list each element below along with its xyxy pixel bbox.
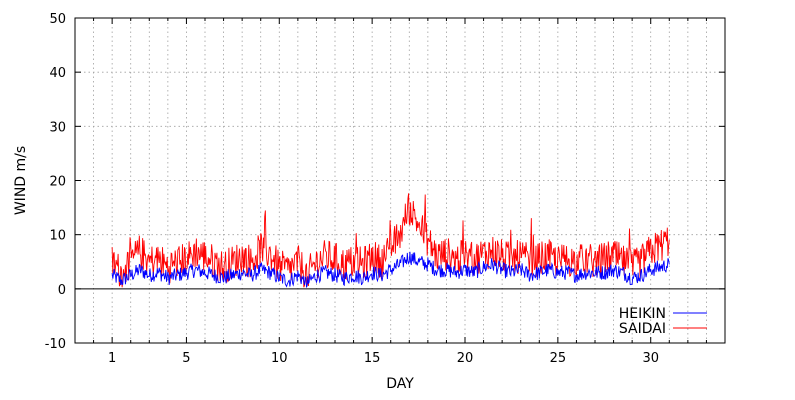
legend-label-saidai: SAIDAI xyxy=(619,321,666,337)
series-layer xyxy=(111,193,670,289)
x-tick-label: 15 xyxy=(364,351,381,366)
x-tick-label: 5 xyxy=(182,351,190,366)
y-tick-label: 20 xyxy=(49,175,66,190)
y-tick-label: 0 xyxy=(58,283,66,298)
x-tick-label: 25 xyxy=(550,351,567,366)
x-tick-label: 1 xyxy=(108,351,116,366)
y-tick-label: 10 xyxy=(49,229,66,244)
x-tick-label: 20 xyxy=(457,351,474,366)
grid-layer xyxy=(75,18,725,343)
y-axis-title: WIND m/s xyxy=(13,146,29,215)
y-tick-label: 50 xyxy=(49,12,66,27)
y-tick-label: 30 xyxy=(49,120,66,135)
series-line-heikin xyxy=(111,251,670,289)
x-axis-title: DAY xyxy=(386,376,414,392)
y-tick-label: 40 xyxy=(49,66,66,81)
legend-label-heikin: HEIKIN xyxy=(619,306,666,322)
y-tick-label: -10 xyxy=(45,337,66,352)
x-tick-label: 10 xyxy=(271,351,288,366)
x-tick-label: 30 xyxy=(642,351,659,366)
